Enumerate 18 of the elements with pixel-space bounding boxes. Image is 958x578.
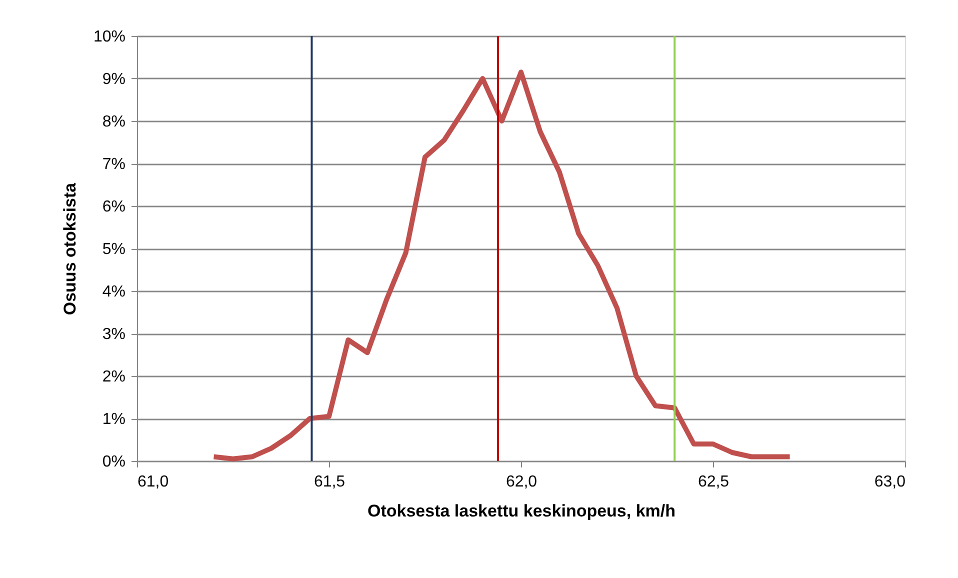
y-axis-title: Osuus otoksista: [60, 182, 80, 316]
y-tick-label: 3%: [102, 326, 126, 343]
y-tick-label: 7%: [102, 156, 126, 173]
x-tick-label: 61,5: [314, 474, 346, 490]
x-tick-label: 61,0: [138, 474, 169, 490]
x-axis-title: Otoksesta laskettu keskinopeus, km/h: [367, 502, 676, 520]
y-tick-label: 4%: [102, 284, 126, 300]
x-tick-label: 63,0: [874, 474, 906, 490]
y-tick-label: 10%: [93, 28, 126, 46]
y-tick-label: 5%: [102, 241, 126, 258]
y-tick-label: 0%: [102, 454, 126, 470]
x-tick-label: 62,5: [698, 474, 730, 490]
x-tick-label: 62,0: [506, 474, 538, 490]
y-tick-label: 8%: [102, 114, 126, 130]
y-tick-label: 6%: [102, 198, 126, 216]
y-tick-label: 9%: [102, 71, 126, 88]
y-tick-label: 1%: [102, 411, 126, 428]
y-tick-label: 2%: [102, 368, 126, 386]
